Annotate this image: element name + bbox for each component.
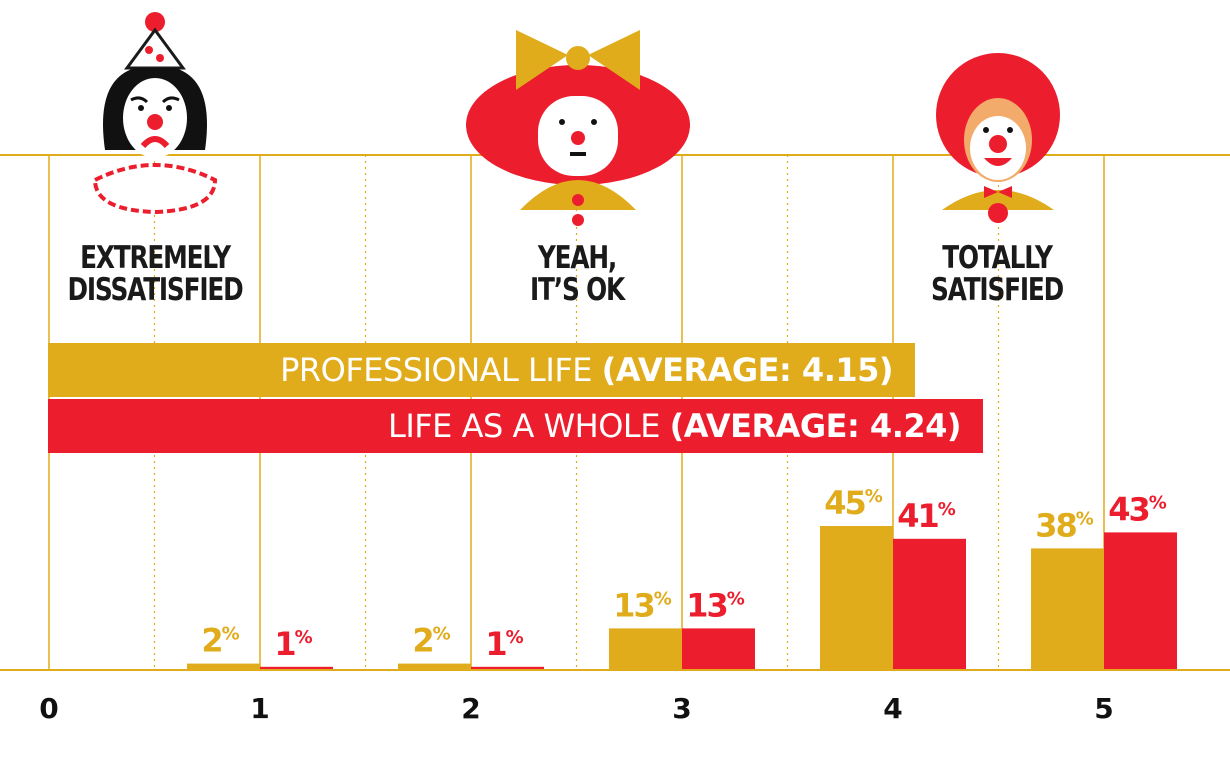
happy-clown-icon [936,53,1060,223]
bars [187,526,1177,670]
bar-life-as-a-whole-1 [260,666,333,670]
x-tick-labels: 0 1 2 3 4 5 [39,692,1113,725]
data-label: 38% [1035,506,1094,544]
x-tick-label: 4 [883,692,902,725]
data-label: 2% [201,622,239,660]
data-label: 1% [485,625,523,663]
legend-professional-life-label: PROFESSIONAL LIFE [280,351,592,389]
data-label: 41% [897,497,956,535]
bar-professional-life-5 [1031,548,1104,670]
x-tick-label: 5 [1094,692,1113,725]
legend-life-as-a-whole: LIFE AS A WHOLE (AVERAGE: 4.24) [48,399,983,453]
data-label: 43% [1108,490,1167,528]
bar-professional-life-2 [398,663,471,670]
data-label: 13% [613,586,672,624]
neutral-clown-icon [466,30,690,226]
legend-life-as-a-whole-label: LIFE AS A WHOLE [388,407,660,445]
legend-professional-life-average: (AVERAGE: 4.15) [601,351,894,389]
sad-clown-icon [92,12,218,215]
x-tick-label: 0 [39,692,58,725]
bar-professional-life-4 [820,526,893,670]
data-label: 2% [412,622,450,660]
legend-life-as-a-whole-average: (AVERAGE: 4.24) [669,407,962,445]
bar-professional-life-3 [609,628,682,670]
scale-label-totally-satisfied: TOTALLY SATISFIED [930,240,1064,308]
data-label: 45% [824,484,883,522]
x-tick-label: 2 [461,692,480,725]
x-tick-label: 3 [672,692,691,725]
bar-life-as-a-whole-4 [893,538,966,670]
bar-life-as-a-whole-5 [1104,532,1177,670]
x-tick-label: 1 [250,692,269,725]
scale-label-extremely-dissatisfied: EXTREMELY DISSATISFIED [67,240,244,308]
legend-professional-life: PROFESSIONAL LIFE (AVERAGE: 4.15) [48,343,915,397]
scale-label-yeah-its-ok: YEAH, IT’S OK [530,240,625,308]
bar-professional-life-1 [187,663,260,670]
data-label: 1% [274,625,312,663]
data-label: 13% [686,586,745,624]
bar-life-as-a-whole-3 [682,628,755,670]
bar-life-as-a-whole-2 [471,666,544,670]
